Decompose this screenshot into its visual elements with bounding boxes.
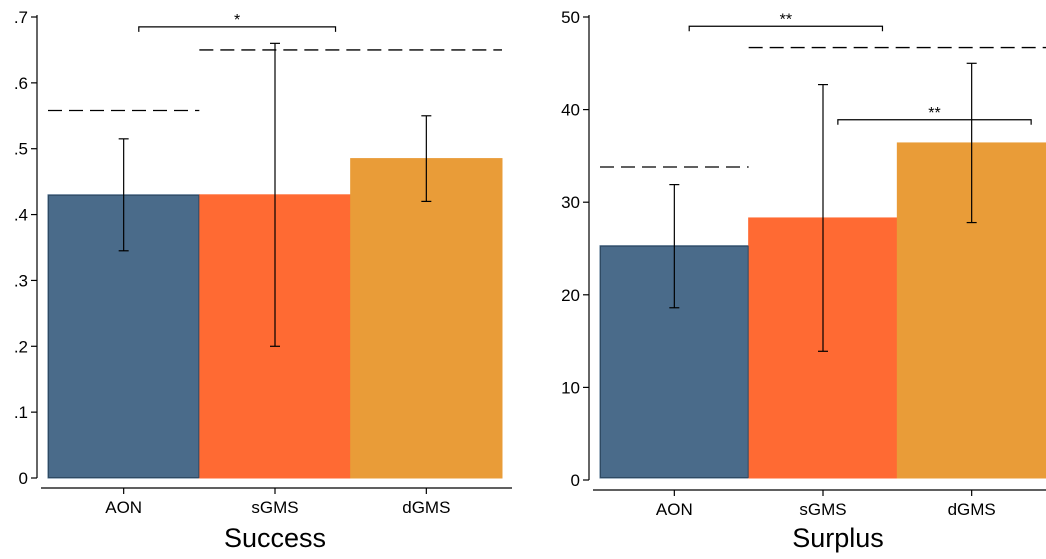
x-tick-label: dGMS (402, 498, 450, 517)
x-tick-label: dGMS (948, 500, 996, 519)
y-tick-label: 10 (561, 378, 580, 397)
significance-label-1: ** (928, 105, 940, 122)
significance-bracket-1 (837, 119, 1032, 125)
y-tick-label: .4 (14, 206, 28, 225)
significance-label-0: ** (780, 11, 792, 28)
bar-dGMS (350, 158, 503, 479)
y-tick-label: 50 (561, 8, 580, 27)
y-tick-label: 20 (561, 286, 580, 305)
significance-bracket-0 (688, 25, 884, 32)
chart-panel-success: * 0 .1 .2 .3 .4 .5 .6 .7 AON sGMS dGMS Success (14, 8, 512, 553)
y-tick-label: .3 (14, 271, 28, 290)
y-tick-label: 40 (561, 101, 580, 120)
y-tick-label: .2 (14, 337, 28, 356)
x-tick-label: sGMS (799, 500, 846, 519)
y-tick-label: 0 (571, 471, 580, 490)
x-axis-title: Surplus (792, 523, 884, 553)
chart-panel-surplus: ** ** 0 10 20 30 40 50 AON sGMS dGMS Surplus (561, 8, 1046, 553)
x-tick-label: AON (105, 498, 142, 517)
x-tick-label: AON (656, 500, 693, 519)
y-tick-label: .1 (14, 403, 28, 422)
significance-bracket-0 (138, 26, 337, 32)
x-axis-title: Success (224, 523, 326, 553)
y-tick-label: 30 (561, 193, 580, 212)
y-tick-label: .5 (14, 140, 28, 159)
x-tick-label: sGMS (251, 498, 298, 517)
y-tick-label: 0 (19, 469, 28, 488)
significance-label-0: * (234, 12, 240, 29)
y-tick-label: .6 (14, 74, 28, 93)
y-tick-label: .7 (14, 8, 28, 27)
